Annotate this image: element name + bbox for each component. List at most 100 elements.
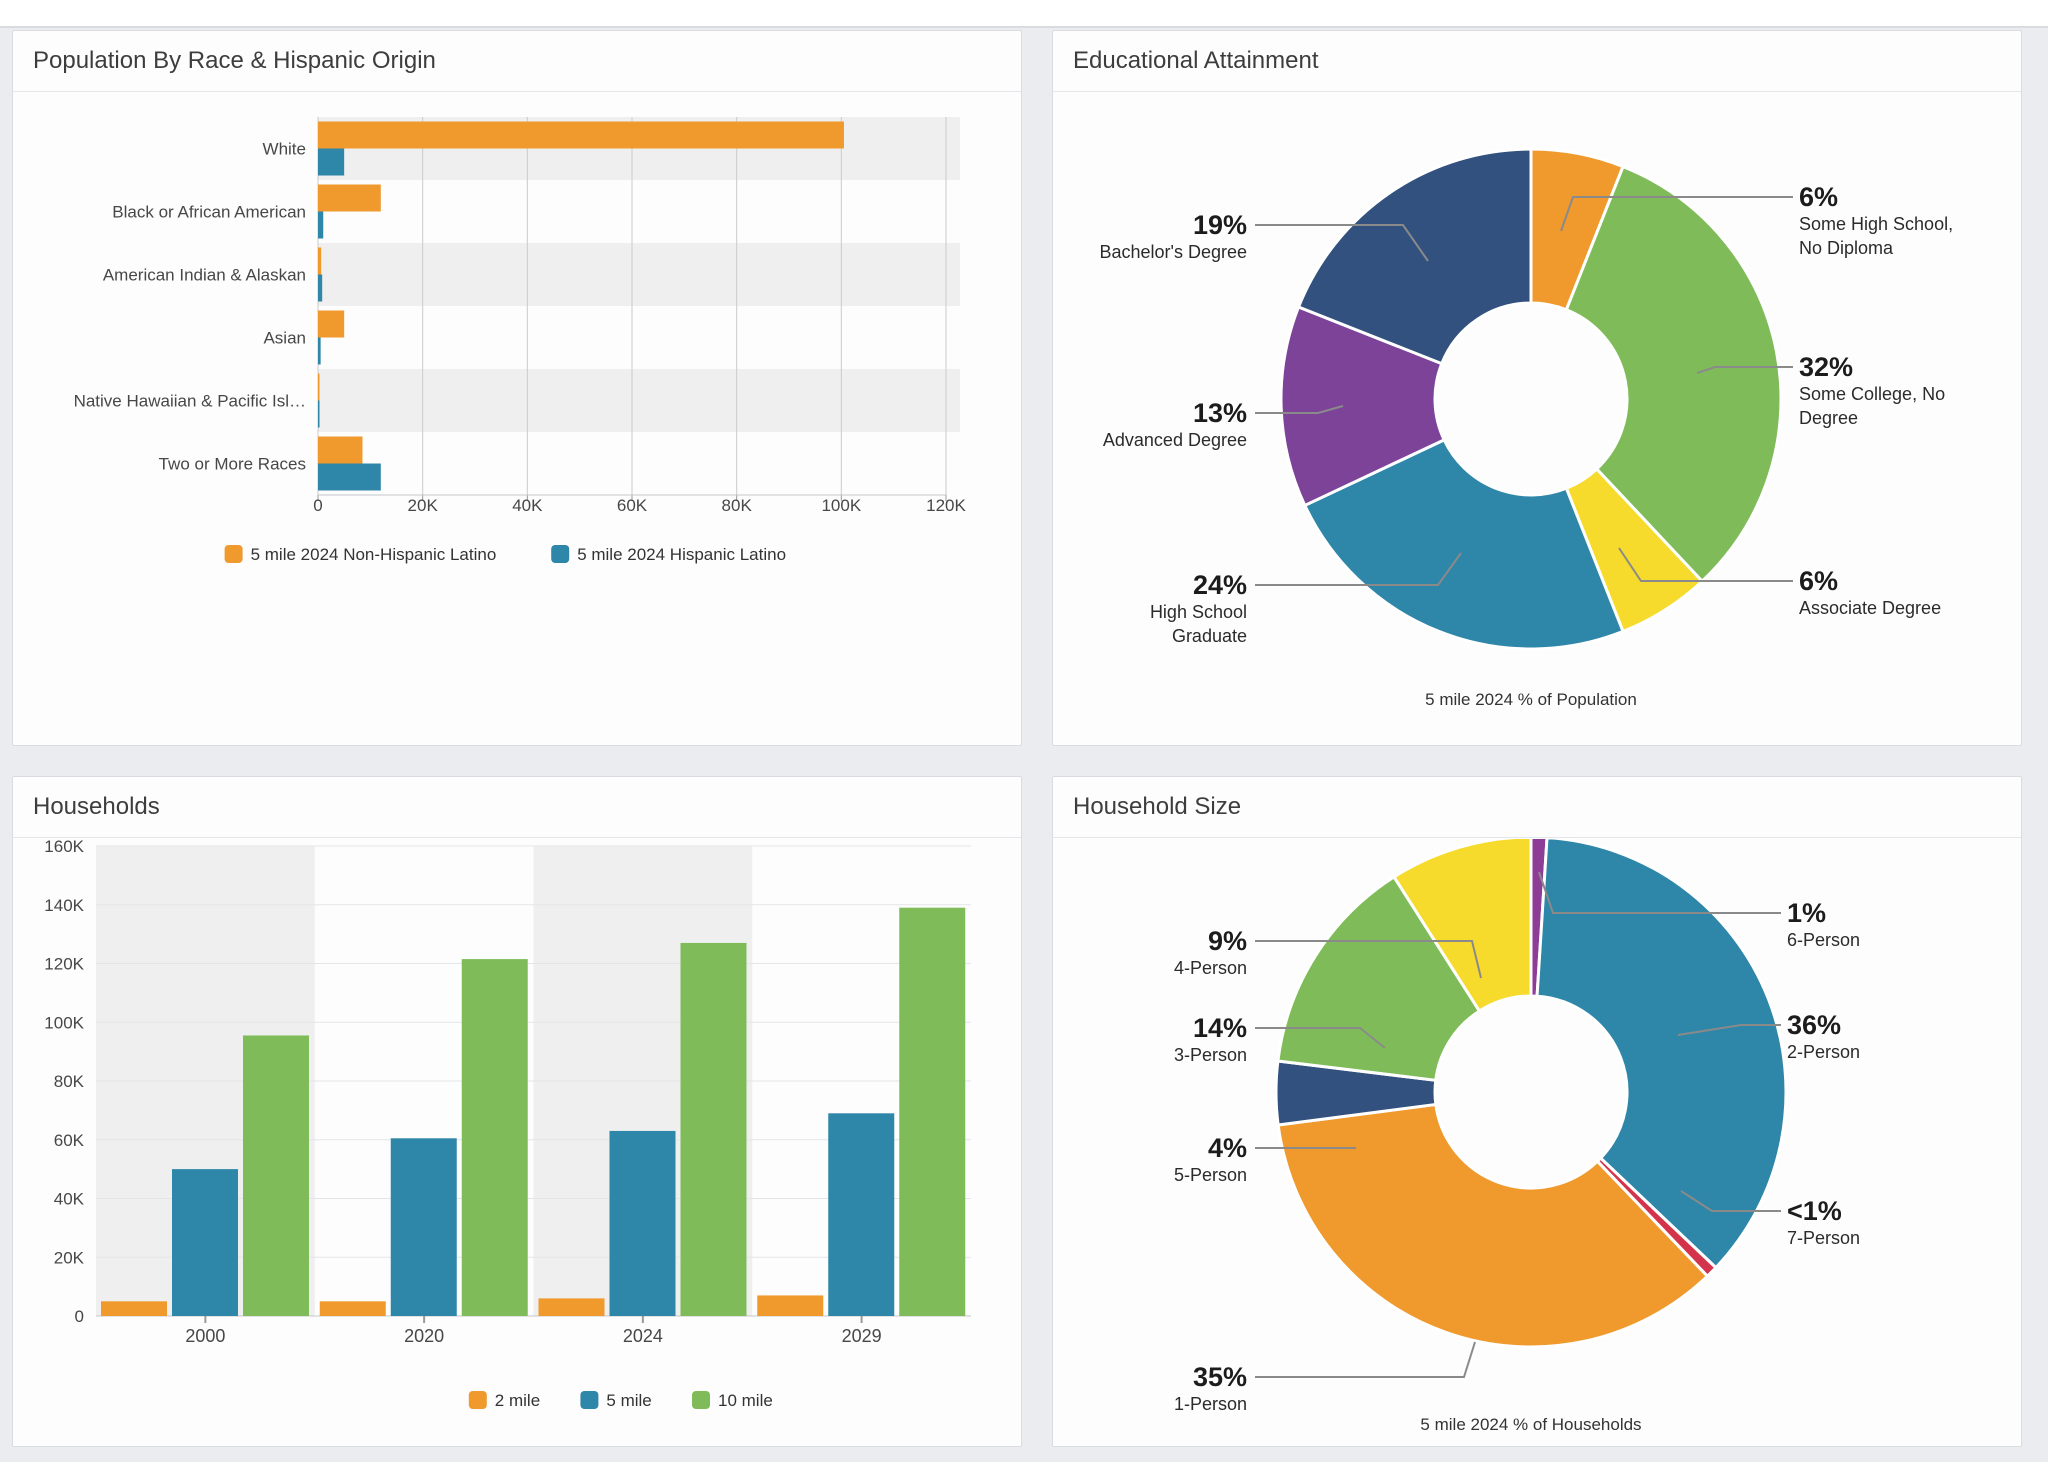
- bar-hispanic[interactable]: [318, 148, 345, 176]
- households-legend-item[interactable]: 2 mile: [468, 1391, 540, 1410]
- zebra-band: [318, 369, 960, 432]
- bar-hispanic[interactable]: [318, 337, 321, 365]
- legend-swatch: [468, 1391, 487, 1409]
- education-donut-chart: 6% Some High School, No Diploma 32% Some Col…: [1053, 93, 2021, 745]
- bar-5-mile[interactable]: [609, 1130, 676, 1316]
- leader-line-assoc: [1618, 547, 1793, 582]
- donut-callout-p5: 4%5-Person: [1174, 1133, 1247, 1185]
- donut-slice-hsg[interactable]: [1303, 438, 1625, 651]
- bar-non-hispanic[interactable]: [318, 184, 381, 212]
- race-chart-svg: 0 20K 40K 60K 80K 100K 120K White Black or Afric…: [74, 117, 967, 564]
- y-tick-label: 20K: [54, 1248, 85, 1267]
- slice-name-label: Graduate: [1172, 626, 1247, 646]
- y-tick-label: 100K: [44, 1013, 84, 1032]
- leader-line-college: [1696, 366, 1793, 374]
- chart-caption: 5 mile 2024 % of Population: [1425, 690, 1637, 709]
- legend-label: 5 mile 2024 Hispanic Latino: [577, 545, 786, 564]
- donut-callout-p1: 35%1-Person: [1174, 1362, 1247, 1414]
- legend-label: 2 mile: [495, 1391, 540, 1410]
- bar-10-mile[interactable]: [899, 907, 966, 1316]
- donut-callout-shs: 6%Some High School, No Diploma: [1799, 182, 1953, 258]
- leader-line-p4: [1255, 940, 1482, 979]
- bar-hispanic[interactable]: [318, 400, 320, 428]
- bar-10-mile[interactable]: [680, 942, 747, 1316]
- slice-percent-label: 6%: [1799, 566, 1838, 596]
- bar-2-mile[interactable]: [319, 1301, 386, 1316]
- bar-2-mile[interactable]: [538, 1298, 605, 1316]
- bar-non-hispanic[interactable]: [318, 247, 322, 275]
- donut-slice-adv[interactable]: [1279, 305, 1446, 507]
- bar-10-mile[interactable]: [243, 1035, 309, 1316]
- donut-callout-p3: 14%3-Person: [1174, 1013, 1247, 1065]
- page-title: Households: [33, 793, 160, 820]
- bar-non-hispanic[interactable]: [318, 373, 320, 401]
- donut-callout-assoc: 6%Associate Degree: [1799, 566, 1941, 618]
- donut-callout-p6: 1%6-Person: [1787, 898, 1860, 950]
- panel-population-by-race: Population By Race & Hispanic Origin 0 20…: [12, 30, 1022, 746]
- y-tick-label: 0: [75, 1307, 84, 1326]
- page-title: Population By Race & Hispanic Origin: [33, 47, 436, 74]
- legend-swatch: [580, 1391, 599, 1409]
- slice-name-label: 4-Person: [1174, 958, 1247, 978]
- households-legend-item[interactable]: 10 mile: [692, 1391, 773, 1410]
- slice-percent-label: 9%: [1208, 926, 1247, 956]
- donut-callout-p4: 9%4-Person: [1174, 926, 1247, 978]
- bar-2-mile[interactable]: [101, 1301, 167, 1316]
- slice-percent-label: 6%: [1799, 182, 1838, 212]
- x-tick-label: 2000: [185, 1326, 225, 1346]
- race-legend-item[interactable]: 5 mile 2024 Non-Hispanic Latino: [224, 545, 497, 564]
- y-tick-label: 140K: [44, 896, 84, 915]
- donut-slice-p4[interactable]: [1392, 839, 1533, 1013]
- slice-percent-label: 4%: [1208, 1133, 1247, 1163]
- y-tick-label: 60K: [54, 1131, 85, 1150]
- household_size-svg: 1%6-Person 36%2-Person <1%7-Person 35%1-Per…: [1174, 839, 1860, 1434]
- slice-name-label: Associate Degree: [1799, 598, 1941, 618]
- bar-non-hispanic[interactable]: [318, 436, 363, 464]
- leader-line-p1: [1255, 1341, 1476, 1378]
- slice-percent-label: <1%: [1787, 1196, 1842, 1226]
- race-legend-item[interactable]: 5 mile 2024 Hispanic Latino: [551, 545, 786, 564]
- bar-hispanic[interactable]: [318, 463, 381, 491]
- zebra-band: [318, 243, 960, 306]
- race-bar-chart: 0 20K 40K 60K 80K 100K 120K White Black or Afric…: [13, 93, 1021, 745]
- donut-callout-p7: <1%7-Person: [1787, 1196, 1860, 1248]
- donut-callout-p2: 36%2-Person: [1787, 1010, 1860, 1062]
- donut-slice-p3[interactable]: [1276, 875, 1481, 1082]
- slice-percent-label: 1%: [1787, 898, 1826, 928]
- slice-percent-label: 13%: [1193, 398, 1247, 428]
- bar-non-hispanic[interactable]: [318, 121, 844, 149]
- legend-swatch: [224, 545, 243, 563]
- bar-hispanic[interactable]: [318, 211, 324, 239]
- y-tick-label: 120K: [44, 955, 84, 974]
- donut-slice-p1[interactable]: [1276, 1102, 1709, 1349]
- panel-household-size: Household Size 1% 6-Person 36% 2-Person <1% 7…: [1052, 776, 2022, 1447]
- bar-2-mile[interactable]: [757, 1295, 824, 1316]
- bar-hispanic[interactable]: [318, 274, 323, 302]
- bar-5-mile[interactable]: [390, 1138, 457, 1316]
- panel-header: Population By Race & Hispanic Origin: [13, 31, 1021, 92]
- slice-name-label: 7-Person: [1787, 1228, 1860, 1248]
- donut-slice-college[interactable]: [1564, 165, 1783, 583]
- x-tick-label: 2029: [842, 1326, 882, 1346]
- panel-households: Households 0 20K 40K 60K 80K 100K 120K 140K 160K…: [12, 776, 1022, 1447]
- legend-label: 5 mile 2024 Non-Hispanic Latino: [251, 545, 497, 564]
- bar-5-mile[interactable]: [172, 1169, 238, 1316]
- slice-percent-label: 24%: [1193, 570, 1247, 600]
- category-label: Native Hawaiian & Pacific Isl…: [74, 392, 306, 411]
- legend-swatch: [551, 545, 570, 563]
- page-title: Household Size: [1073, 793, 1242, 820]
- bar-non-hispanic[interactable]: [318, 310, 345, 338]
- slice-name-label: Bachelor's Degree: [1099, 242, 1247, 262]
- x-tick-label: 100K: [821, 496, 861, 515]
- slice-name-label: High School: [1150, 602, 1247, 622]
- donut-slice-bach[interactable]: [1297, 147, 1533, 366]
- category-label: Two or More Races: [159, 455, 306, 474]
- slice-name-label: No Diploma: [1799, 238, 1894, 258]
- households-legend-item[interactable]: 5 mile: [580, 1391, 652, 1410]
- bar-5-mile[interactable]: [828, 1113, 895, 1316]
- bar-10-mile[interactable]: [461, 959, 528, 1316]
- households-chart-svg: 0 20K 40K 60K 80K 100K 120K 140K 160K 2000 2020 202…: [44, 839, 971, 1410]
- leader-line-p7: [1680, 1190, 1781, 1212]
- category-label: White: [263, 140, 306, 159]
- donut-slice-p2[interactable]: [1535, 839, 1788, 1270]
